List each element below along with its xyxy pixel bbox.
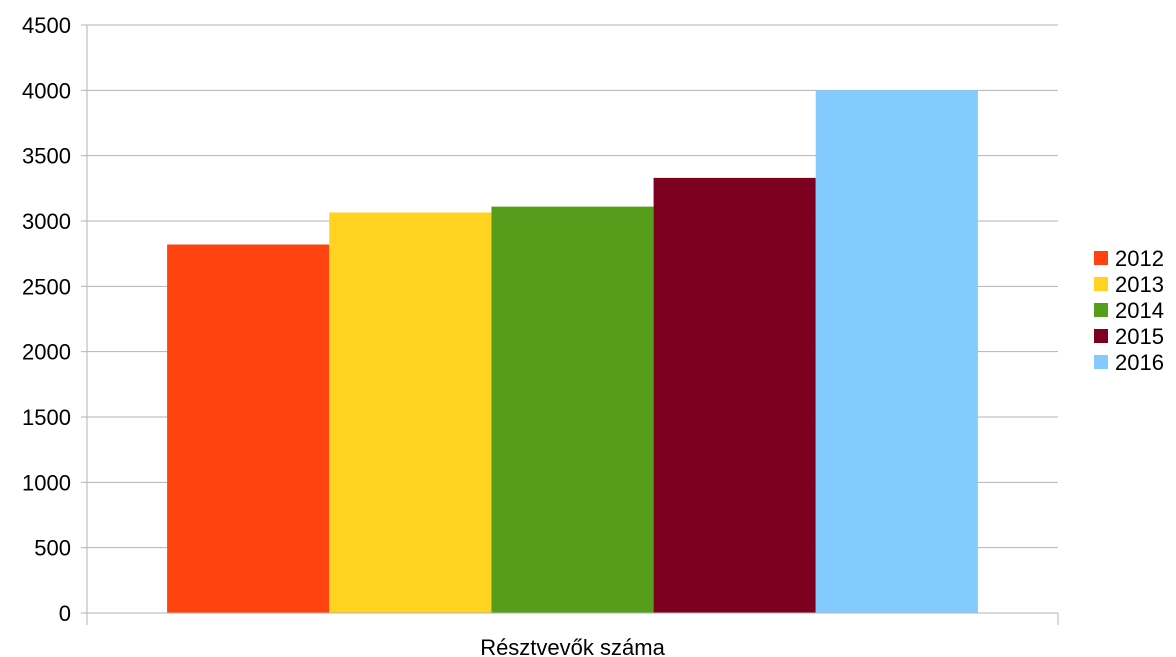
bar-2014	[491, 207, 653, 613]
y-tick-label: 2500	[22, 274, 71, 299]
x-category-label: Résztvevők száma	[480, 635, 665, 657]
legend-label-2014: 2014	[1115, 298, 1164, 323]
bar-2013	[329, 213, 491, 613]
bars	[167, 90, 978, 613]
legend-swatch-2013	[1094, 277, 1108, 291]
legend-swatch-2012	[1094, 251, 1108, 265]
legend-swatch-2016	[1094, 355, 1108, 369]
legend-label-2015: 2015	[1115, 324, 1164, 349]
y-tick-label: 1000	[22, 470, 71, 495]
bar-2015	[654, 178, 816, 613]
x-category-labels: Résztvevők száma	[480, 635, 665, 657]
legend-label-2012: 2012	[1115, 246, 1164, 271]
y-tick-label: 2000	[22, 340, 71, 365]
y-tick-label: 500	[34, 536, 71, 561]
y-tick-label: 1500	[22, 405, 71, 430]
y-tick-label: 3500	[22, 144, 71, 169]
y-tick-labels: 0 500 1000 1500 2000 2500 3000 3500 4000 4500	[22, 13, 71, 626]
legend-label-2016: 2016	[1115, 350, 1164, 375]
legend-swatch-2014	[1094, 303, 1108, 317]
bar-2012	[167, 245, 329, 613]
y-tick-label: 4500	[22, 13, 71, 38]
y-tick-label: 3000	[22, 209, 71, 234]
legend-label-2013: 2013	[1115, 272, 1164, 297]
bar-2016	[816, 90, 978, 613]
y-tick-label: 0	[59, 601, 71, 626]
y-tick-label: 4000	[22, 78, 71, 103]
legend-swatch-2015	[1094, 329, 1108, 343]
